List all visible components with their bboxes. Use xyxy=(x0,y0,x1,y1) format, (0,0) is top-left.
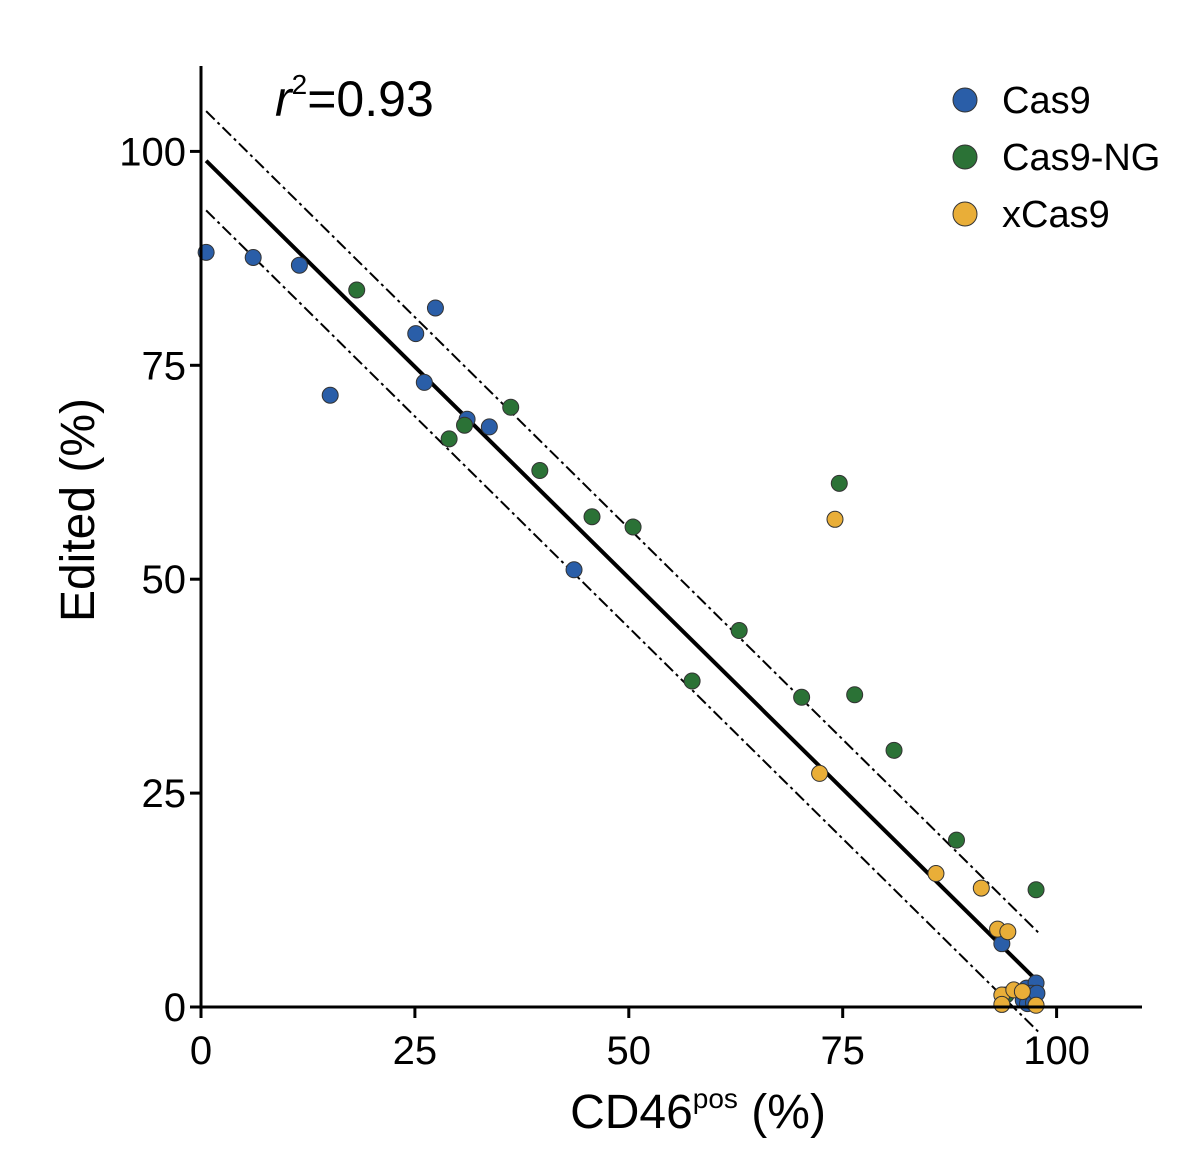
data-point-cas9 xyxy=(407,325,425,343)
data-point-cas9-ng xyxy=(793,688,811,706)
data-point-xcas9 xyxy=(927,865,945,883)
data-point-cas9-ng xyxy=(830,474,848,492)
x-axis-title-suffix: (%) xyxy=(738,1086,826,1139)
data-point-cas9-ng xyxy=(846,686,864,704)
regression-layer xyxy=(204,110,1041,1033)
x-tick-label: 0 xyxy=(190,1029,212,1073)
data-point-cas9 xyxy=(565,561,583,579)
x-axis-title-sup: pos xyxy=(693,1083,738,1114)
legend-label: Cas9 xyxy=(1002,80,1091,122)
data-point-xcas9 xyxy=(1027,996,1045,1014)
data-point-cas9 xyxy=(321,386,339,404)
r2-value: =0.93 xyxy=(307,71,434,127)
legend-marker xyxy=(952,87,978,113)
legend-label: xCas9 xyxy=(1002,194,1110,236)
data-point-cas9-ng xyxy=(624,518,642,536)
confidence-band-upper xyxy=(205,110,1040,934)
r2-superscript: 2 xyxy=(292,69,308,100)
data-point-xcas9 xyxy=(811,764,829,782)
data-point-cas9-ng xyxy=(456,416,474,434)
x-axis-title: CD46pos (%) xyxy=(570,1083,826,1139)
legend-label: Cas9-NG xyxy=(1002,137,1160,179)
legend: Cas9 Cas9-NG xCas9 xyxy=(952,80,1160,236)
data-point-cas9-ng xyxy=(531,462,549,480)
y-axis-title: Edited (%) xyxy=(52,398,105,622)
data-point-cas9-ng xyxy=(885,741,903,759)
points-layer xyxy=(197,243,1046,1014)
data-point-xcas9 xyxy=(999,923,1017,941)
data-point-cas9-ng xyxy=(730,622,748,640)
data-point-xcas9 xyxy=(1013,983,1031,1001)
legend-marker xyxy=(952,144,978,170)
data-point-cas9 xyxy=(480,418,498,436)
legend-marker xyxy=(952,201,978,227)
y-tick-label: 75 xyxy=(142,344,187,388)
y-tick-label: 50 xyxy=(142,558,187,602)
data-point-xcas9 xyxy=(993,995,1011,1013)
x-tick-label: 100 xyxy=(1023,1029,1090,1073)
data-point-cas9 xyxy=(426,299,444,317)
data-point-xcas9 xyxy=(826,510,844,528)
y-tick-label: 100 xyxy=(119,130,186,174)
ticks-layer: 0 25 50 75 100 0 25 50 75 100 xyxy=(119,130,1090,1073)
y-tick-label: 0 xyxy=(164,986,186,1030)
x-tick-label: 25 xyxy=(393,1029,438,1073)
data-point-cas9 xyxy=(244,248,262,266)
data-point-cas9-ng xyxy=(502,398,520,416)
data-point-xcas9 xyxy=(972,879,990,897)
data-point-cas9-ng xyxy=(1027,881,1045,899)
data-point-cas9-ng xyxy=(348,281,366,299)
data-point-cas9-ng xyxy=(583,508,601,526)
x-tick-label: 50 xyxy=(607,1029,652,1073)
data-point-cas9-ng xyxy=(683,672,701,690)
x-axis-title-main: CD46 xyxy=(570,1086,693,1139)
x-tick-label: 75 xyxy=(820,1029,865,1073)
r2-annotation: r2=0.93 xyxy=(275,69,434,127)
y-tick-label: 25 xyxy=(142,772,187,816)
data-point-cas9 xyxy=(290,256,308,274)
data-point-cas9 xyxy=(415,373,433,391)
data-point-cas9-ng xyxy=(947,831,965,849)
r2-symbol: r xyxy=(275,71,294,127)
data-point-cas9-ng xyxy=(440,430,458,448)
confidence-band-lower xyxy=(205,209,1040,1033)
regression-line xyxy=(204,159,1041,984)
